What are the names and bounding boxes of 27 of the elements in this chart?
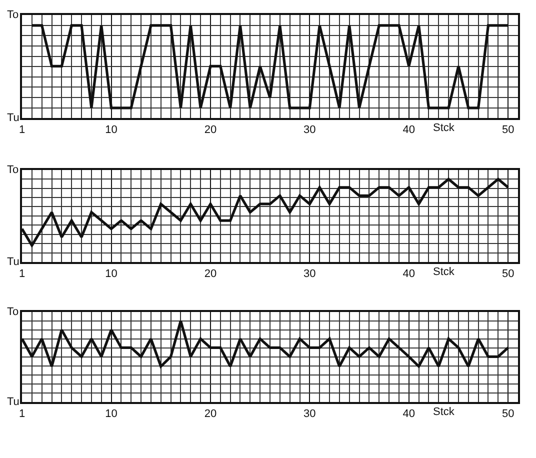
text: To xyxy=(7,9,19,21)
x-tick-label: 10 xyxy=(105,408,118,420)
x-tick-label: 30 xyxy=(304,268,316,280)
x-tick-label: 20 xyxy=(204,268,217,280)
x-tick-label: 40 xyxy=(402,268,416,280)
x-tick-label: 10 xyxy=(105,268,118,280)
text: Tu xyxy=(7,112,20,124)
x-tick-label: 50 xyxy=(502,408,514,420)
x-tick-label: 20 xyxy=(204,124,217,136)
x-tick-label: 50 xyxy=(502,124,514,136)
x-tick-label: 40 xyxy=(402,124,416,136)
text: Tu xyxy=(7,256,20,268)
text: Tu xyxy=(7,396,20,408)
x-tick-label: 1 xyxy=(18,268,26,280)
x-tick-label: 1 xyxy=(18,124,26,136)
x-axis-title: Stck xyxy=(433,266,455,278)
text: To xyxy=(7,306,19,318)
x-tick-label: 50 xyxy=(502,268,514,280)
x-axis-title: Stck xyxy=(433,406,455,418)
text: To xyxy=(7,164,19,176)
x-tick-label: 30 xyxy=(304,124,316,136)
x-tick-label: 1 xyxy=(18,408,26,420)
x-tick-label: 10 xyxy=(105,124,118,136)
x-axis-title: Stck xyxy=(433,122,455,134)
x-tick-label: 20 xyxy=(204,408,217,420)
x-tick-label: 40 xyxy=(402,408,416,420)
x-tick-label: 30 xyxy=(304,408,316,420)
